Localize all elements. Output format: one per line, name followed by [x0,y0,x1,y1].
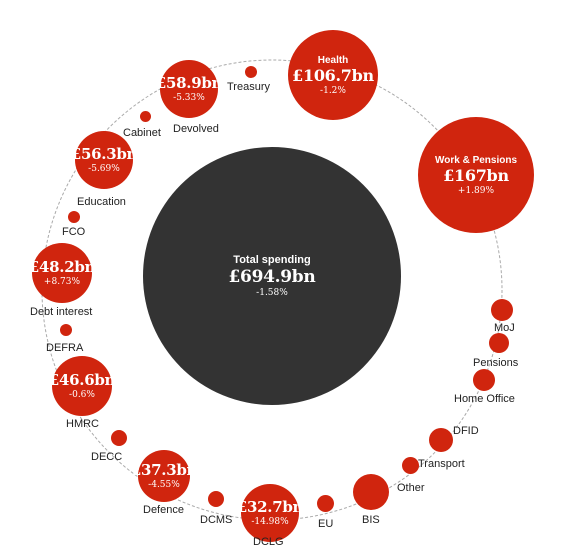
dclg-label: DCLG [253,536,284,548]
dcms-bubble[interactable] [208,491,224,507]
work-pensions-bubble[interactable]: Work & Pensions £167bn +1.89% [418,117,534,233]
devolved-change: -5.33% [173,93,205,103]
pensions-label: Pensions [473,357,519,369]
decc-label: DECC [91,451,123,463]
dfid-label: DFID [453,425,479,437]
hmrc-label: HMRC [66,418,99,430]
home-office-label: Home Office [454,393,515,405]
work-pensions-change: +1.89% [457,185,495,196]
transport-label: Transport [418,458,465,470]
eu-bubble[interactable] [317,495,334,512]
education-bubble[interactable]: £56.3bn -5.69% [71,131,137,189]
devolved-amount: £58.9bn [155,74,223,92]
fco-label: FCO [62,226,86,238]
education-label: Education [77,196,126,208]
hmrc-amount: £46.6bn [48,371,116,389]
fco-bubble[interactable] [68,211,80,223]
transport-bubble[interactable] [402,457,419,474]
devolved-bubble[interactable]: £58.9bn -5.33% [156,60,222,118]
work-pensions-amount: £167bn [443,165,509,185]
debt-interest-change: +8.73% [43,277,81,287]
decc-bubble[interactable] [111,430,127,446]
debt-interest-amount: £48.2bn [28,258,96,276]
defence-amount: £37.3bn [130,461,198,479]
health-amount: £106.7bn [292,65,374,85]
other-label: Other [397,482,425,494]
education-change: -5.69% [88,164,120,174]
moj-label: MoJ [494,322,515,334]
total-change: -1.58% [256,287,288,298]
home-office-bubble[interactable] [473,369,495,391]
total-spending-bubble[interactable]: Total spending £694.9bn -1.58% [143,147,401,405]
pensions-bubble[interactable] [489,333,509,353]
cabinet-label: Cabinet [123,127,161,139]
defence-change: -4.55% [148,480,180,490]
dfid-bubble[interactable] [429,428,453,452]
defence-bubble[interactable]: £37.3bn -4.55% [131,450,197,502]
cabinet-bubble[interactable] [140,111,151,122]
defra-bubble[interactable] [60,324,72,336]
treasury-label: Treasury [227,81,270,93]
dclg-change: -14.98% [251,517,289,527]
education-amount: £56.3bn [70,145,138,163]
hmrc-change: -0.6% [69,390,95,400]
debt-interest-bubble[interactable]: £48.2bn +8.73% [28,243,96,303]
eu-label: EU [318,518,334,530]
total-amount: £694.9bn [228,266,316,287]
bis-bubble[interactable] [353,474,389,510]
health-change: -1.2% [320,85,346,96]
devolved-label: Devolved [173,123,219,135]
dcms-label: DCMS [200,514,233,526]
health-label: Health [317,54,349,66]
work-pensions-label: Work & Pensions [434,154,518,166]
dclg-bubble[interactable]: £32.7bn -14.98% [237,484,303,542]
debt-interest-label: Debt interest [30,306,93,318]
defence-label: Defence [143,504,184,516]
health-bubble[interactable]: Health £106.7bn -1.2% [288,30,378,120]
dclg-amount: £32.7bn [236,498,304,516]
hmrc-bubble[interactable]: £46.6bn -0.6% [48,356,116,416]
moj-bubble[interactable] [491,299,513,321]
bis-label: BIS [362,514,380,526]
treasury-bubble[interactable] [245,66,257,78]
defra-label: DEFRA [46,342,84,354]
total-title: Total spending [233,253,311,266]
